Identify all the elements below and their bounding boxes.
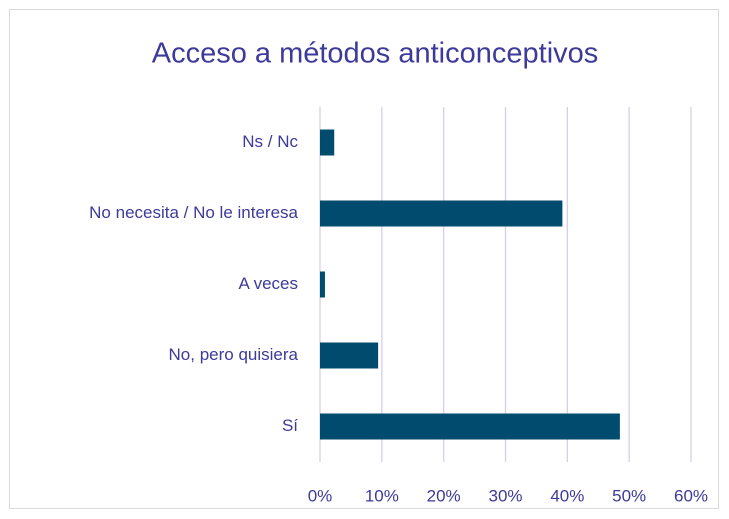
y-tick-label: A veces <box>238 274 298 293</box>
x-tick-label: 20% <box>427 486 461 505</box>
x-tick-label: 10% <box>365 486 399 505</box>
bar <box>320 200 563 227</box>
x-tick-label: 0% <box>308 486 333 505</box>
y-tick-label: No, pero quisiera <box>169 345 299 364</box>
bar <box>320 342 379 369</box>
x-tick-label: 50% <box>612 486 646 505</box>
x-tick-label: 40% <box>550 486 584 505</box>
x-tick-label: 30% <box>488 486 522 505</box>
y-tick-label: Sí <box>282 416 298 435</box>
bar <box>320 413 620 440</box>
chart-title: Acceso a métodos anticonceptivos <box>152 38 599 70</box>
y-tick-label: No necesita / No le interesa <box>89 203 298 222</box>
x-tick-label: 60% <box>674 486 708 505</box>
bar <box>320 271 325 298</box>
y-tick-label: Ns / Nc <box>242 132 298 151</box>
bar <box>320 129 335 156</box>
